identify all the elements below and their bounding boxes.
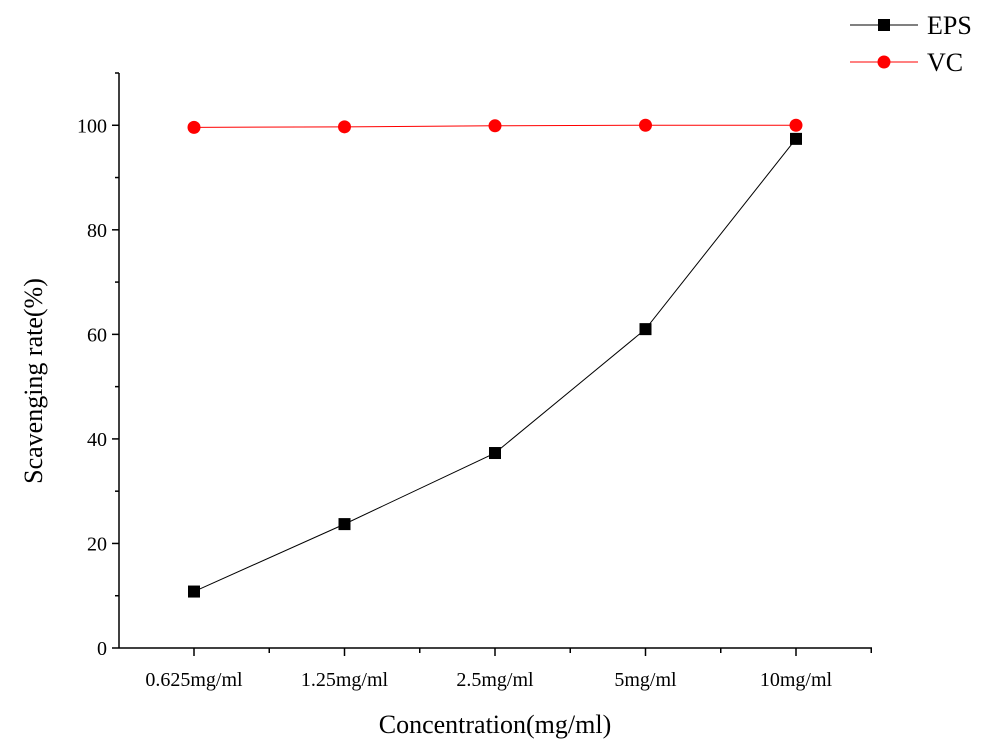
y-tick-label: 40 [87,429,107,451]
plot-axes [118,73,872,649]
y-tick-label: 80 [87,220,107,242]
x-tick-label: 1.25mg/ml [301,669,389,691]
y-tick-label: 60 [87,324,107,346]
data-point-eps [338,518,351,531]
data-point-eps [790,132,802,145]
data-point-vc [488,119,502,133]
legend-marker-vc [877,55,891,69]
y-tick-label: 20 [87,533,107,555]
x-tick-label: 10mg/ml [760,669,833,691]
data-point-eps [639,323,652,336]
y-tick-label: 100 [77,115,107,137]
legend: EPS VC [850,11,972,77]
data-point-vc [639,118,652,132]
x-tick-label: 5mg/ml [614,669,677,691]
legend-marker-eps [878,19,890,31]
data-point-vc [338,120,351,134]
series-line-eps [193,138,797,593]
legend-label-vc: VC [927,48,963,77]
legend-label-eps: EPS [927,11,972,40]
x-tick-label: 2.5mg/ml [456,669,534,691]
data-point-eps [489,447,501,460]
y-axis-ticks: 0 20 40 60 80 100 [77,72,119,660]
data-point-eps [188,585,200,598]
x-tick-label: 0.625mg/ml [145,669,243,691]
x-axis-title: Concentration(mg/ml) [379,710,612,739]
series-layer [187,118,803,598]
data-point-vc [789,118,803,132]
data-point-vc [187,120,201,134]
y-tick-label: 0 [97,638,107,660]
y-axis-title: Scavenging rate(%) [19,278,48,484]
x-axis-ticks: 0.625mg/ml 1.25mg/ml 2.5mg/ml 5mg/ml 10mg/ml [145,648,872,691]
